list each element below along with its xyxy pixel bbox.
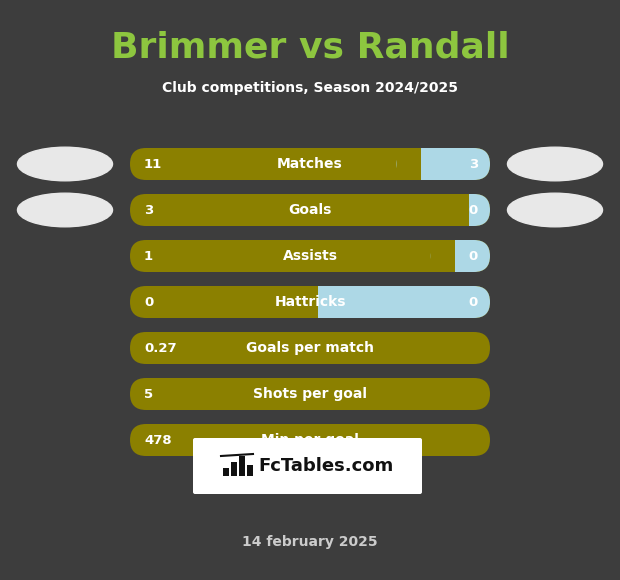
- Text: 0: 0: [144, 295, 153, 309]
- FancyBboxPatch shape: [130, 194, 490, 226]
- Text: 3: 3: [144, 204, 153, 216]
- FancyBboxPatch shape: [130, 148, 490, 180]
- Text: Goals: Goals: [288, 203, 332, 217]
- Text: 478: 478: [144, 433, 172, 447]
- Bar: [247, 465, 253, 476]
- FancyBboxPatch shape: [130, 240, 490, 272]
- Text: 5: 5: [144, 387, 153, 401]
- Text: Hattricks: Hattricks: [274, 295, 346, 309]
- Text: 11: 11: [144, 158, 162, 171]
- Text: 0.27: 0.27: [144, 342, 177, 354]
- Bar: [397, 148, 420, 180]
- FancyBboxPatch shape: [130, 332, 490, 364]
- Text: 0: 0: [469, 295, 478, 309]
- Bar: [231, 462, 237, 476]
- Text: Goals per match: Goals per match: [246, 341, 374, 355]
- Text: FcTables.com: FcTables.com: [258, 457, 393, 475]
- Bar: [431, 240, 455, 272]
- Ellipse shape: [17, 147, 112, 181]
- FancyBboxPatch shape: [193, 438, 422, 494]
- Bar: [445, 194, 469, 226]
- Text: 1: 1: [144, 249, 153, 263]
- Text: Club competitions, Season 2024/2025: Club competitions, Season 2024/2025: [162, 81, 458, 95]
- FancyBboxPatch shape: [130, 378, 490, 410]
- Text: Shots per goal: Shots per goal: [253, 387, 367, 401]
- Text: Assists: Assists: [283, 249, 337, 263]
- Bar: [239, 456, 245, 476]
- Ellipse shape: [508, 147, 603, 181]
- Text: Min per goal: Min per goal: [261, 433, 359, 447]
- Text: 0: 0: [469, 204, 478, 216]
- Ellipse shape: [17, 193, 112, 227]
- FancyBboxPatch shape: [431, 240, 490, 272]
- Text: 14 february 2025: 14 february 2025: [242, 535, 378, 549]
- Ellipse shape: [508, 193, 603, 227]
- Text: 3: 3: [469, 158, 478, 171]
- FancyBboxPatch shape: [294, 286, 490, 318]
- FancyBboxPatch shape: [130, 286, 490, 318]
- Text: Matches: Matches: [277, 157, 343, 171]
- Text: Brimmer vs Randall: Brimmer vs Randall: [111, 31, 509, 65]
- FancyBboxPatch shape: [397, 148, 490, 180]
- Text: 0: 0: [469, 249, 478, 263]
- FancyBboxPatch shape: [445, 194, 490, 226]
- FancyBboxPatch shape: [130, 424, 490, 456]
- Bar: [294, 286, 318, 318]
- Bar: [223, 468, 229, 476]
